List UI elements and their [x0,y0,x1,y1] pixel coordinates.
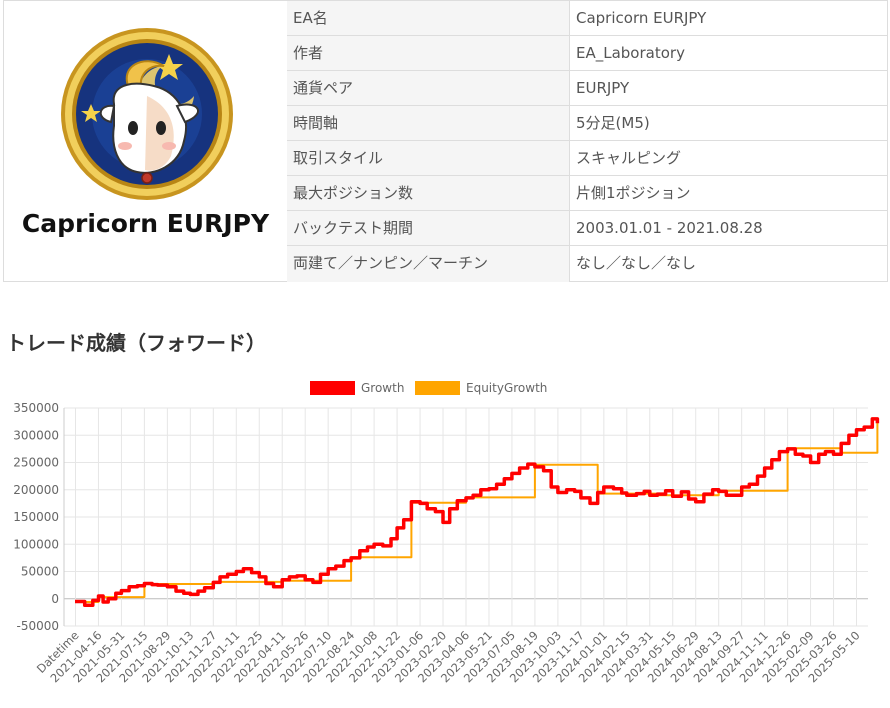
info-value: EA_Laboratory [576,44,685,62]
chart-plot: 350000 300000 250000 200000 150000 100000 5000… [13,401,880,685]
info-row: 作者 EA_Laboratory [287,36,887,71]
info-value: 片側1ポジション [576,184,691,202]
legend-label-equity: EquityGrowth [466,381,548,395]
legend-item-equity[interactable]: EquityGrowth [415,381,547,395]
legend-swatch-growth [310,381,355,395]
info-value: スキャルピング [576,149,682,167]
y-tick-label: 50000 [21,565,59,579]
section-heading: トレード成績（フォワード） [6,331,266,355]
y-tick-label: 100000 [13,537,59,551]
y-tick-label: 150000 [13,510,59,524]
info-key: 取引スタイル [287,141,570,175]
info-key: バックテスト期間 [287,211,570,245]
info-value: Capricorn EURJPY [576,9,707,27]
info-row: EA名 Capricorn EURJPY [287,1,887,36]
y-tick-label: 200000 [13,483,59,497]
info-key: EA名 [287,1,570,35]
info-key: 両建て／ナンピン／マーチン [287,246,570,282]
capricorn-emblem-icon [61,28,233,200]
info-value: 2003.01.01 - 2021.08.28 [576,219,763,237]
info-key: 最大ポジション数 [287,176,570,210]
legend-label-growth: Growth [361,381,405,395]
info-value: なし／なし／なし [576,254,697,272]
info-row: 最大ポジション数 片側1ポジション [287,176,887,211]
legend-swatch-equity [415,381,460,395]
legend-item-growth[interactable]: Growth [310,381,404,395]
y-tick-label: 350000 [13,401,59,415]
y-tick-label: -50000 [16,619,59,633]
info-row: 通貨ペア EURJPY [287,71,887,106]
info-row: 時間軸 5分足(M5) [287,106,887,141]
series-line-growth [75,417,880,608]
growth-chart: Growth EquityGrowth 350000 300000 250000 20… [0,372,890,704]
series-line-equitygrowth [75,421,879,603]
info-value: EURJPY [576,79,630,97]
logo-title: Capricorn EURJPY [21,209,270,238]
logo-cell: Capricorn EURJPY [4,1,288,281]
info-value: 5分足(M5) [576,114,650,132]
y-tick-label: 250000 [13,456,59,470]
info-rows: EA名 Capricorn EURJPY 作者 EA_Laboratory 通貨ペア EU… [287,1,887,282]
info-key: 通貨ペア [287,71,570,105]
info-key: 時間軸 [287,106,570,140]
ea-info-table: Capricorn EURJPY EA名 Capricorn EURJPY 作者 EA… [3,0,888,282]
info-key: 作者 [287,36,570,70]
y-tick-label: 0 [51,592,59,606]
y-tick-label: 300000 [13,428,59,442]
info-row: バックテスト期間 2003.01.01 - 2021.08.28 [287,211,887,246]
info-row: 両建て／ナンピン／マーチン なし／なし／なし [287,246,887,282]
info-row: 取引スタイル スキャルピング [287,141,887,176]
